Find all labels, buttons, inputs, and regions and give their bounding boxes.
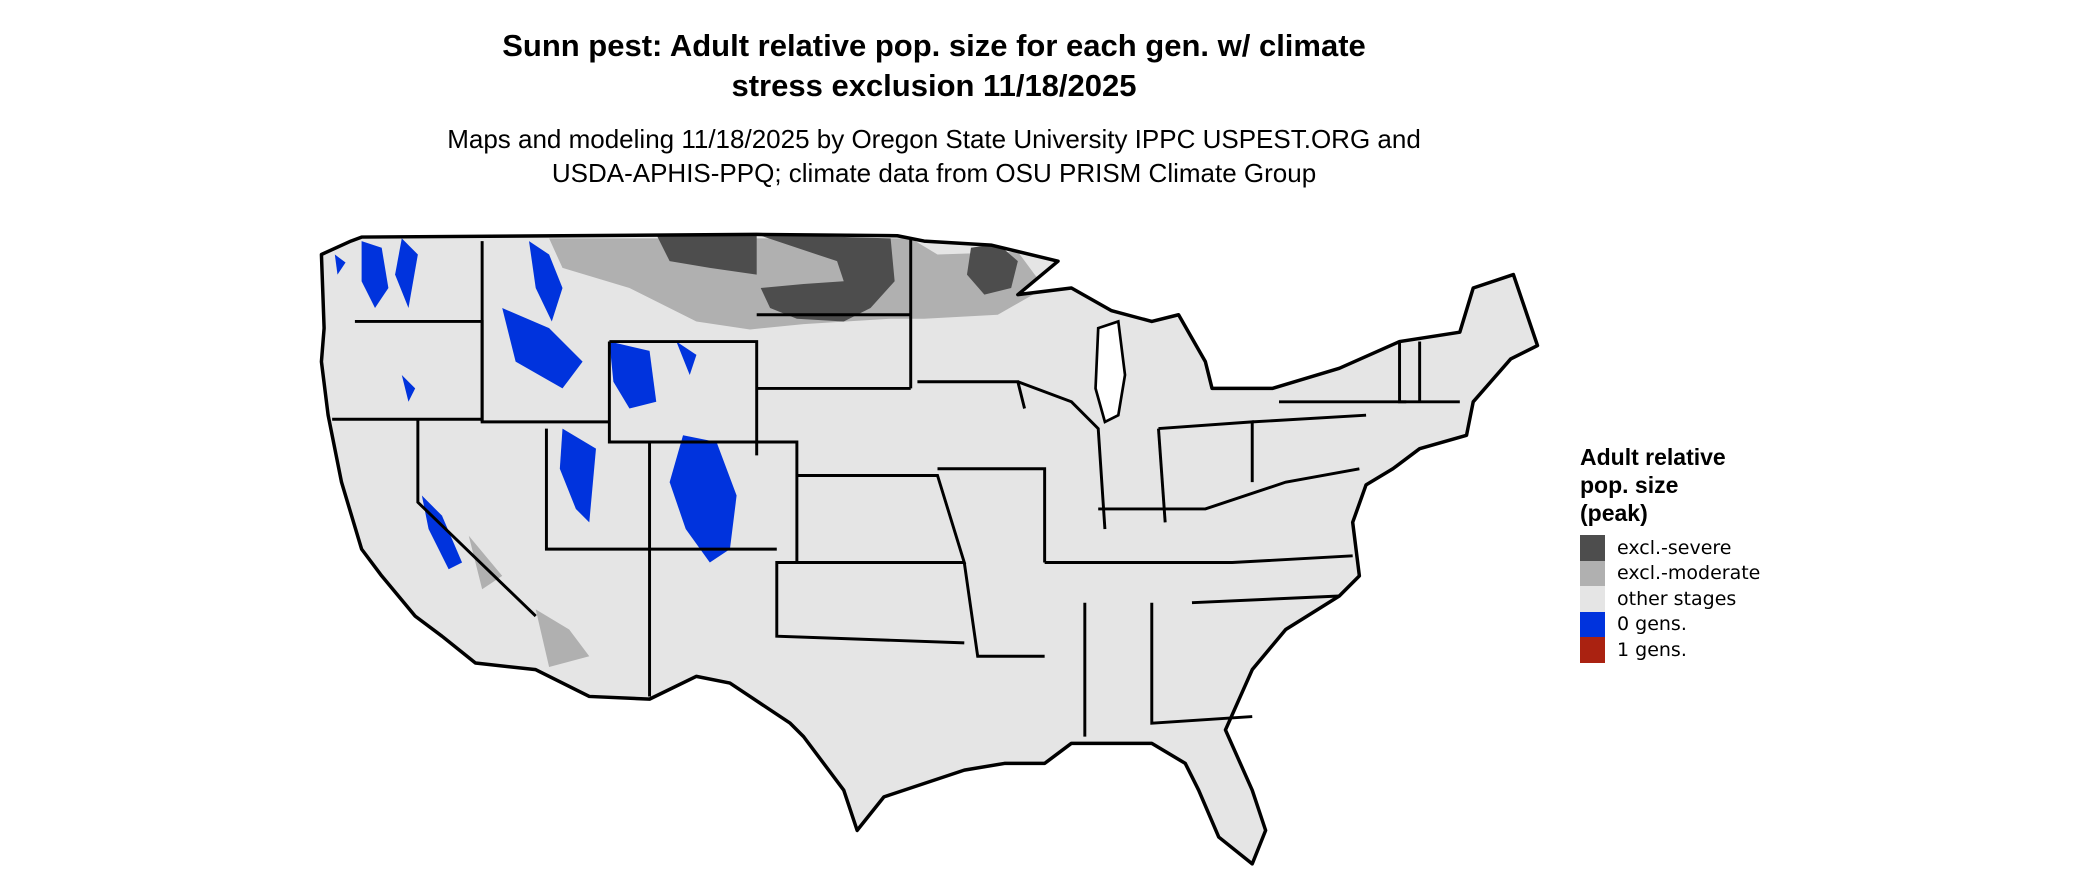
legend-swatch — [1580, 535, 1605, 561]
map-title: Sunn pest: Adult relative pop. size for … — [0, 26, 1868, 106]
legend-item: 1 gens. — [1580, 637, 1760, 663]
us-border — [319, 232, 1540, 866]
legend-swatch — [1580, 611, 1605, 637]
legend-item: excl.-severe — [1580, 535, 1760, 561]
lake-michigan — [1094, 319, 1127, 424]
zone-excl-severe — [656, 234, 1018, 322]
legend-label: 1 gens. — [1617, 638, 1687, 661]
legend-label: other stages — [1617, 587, 1737, 610]
legend-title: Adult relative pop. size (peak) — [1580, 443, 1760, 527]
legend-label: excl.-severe — [1617, 536, 1732, 559]
legend-label: 0 gens. — [1617, 613, 1687, 636]
title-line-1: Sunn pest: Adult relative pop. size for … — [502, 28, 1366, 63]
legend-swatch — [1580, 560, 1605, 586]
legend-item: 0 gens. — [1580, 611, 1760, 637]
legend-swatch — [1580, 637, 1605, 663]
legend-title-line: pop. size — [1580, 472, 1679, 498]
legend-label: excl.-moderate — [1617, 562, 1761, 585]
legend-item: other stages — [1580, 586, 1760, 612]
title-line-2: stress exclusion 11/18/2025 — [731, 68, 1137, 103]
map-zones — [334, 234, 1045, 667]
subtitle-line-1: Maps and modeling 11/18/2025 by Oregon S… — [447, 124, 1421, 154]
subtitle-line-2: USDA-APHIS-PPQ; climate data from OSU PR… — [551, 158, 1317, 188]
state-borders — [332, 238, 1460, 737]
legend-title-line: (peak) — [1580, 500, 1648, 526]
legend: Adult relative pop. size (peak) excl.-se… — [1580, 443, 1760, 663]
map-subtitle: Maps and modeling 11/18/2025 by Oregon S… — [0, 122, 1868, 190]
legend-title-line: Adult relative — [1580, 444, 1726, 470]
legend-swatch — [1580, 586, 1605, 612]
legend-item: excl.-moderate — [1580, 560, 1761, 586]
